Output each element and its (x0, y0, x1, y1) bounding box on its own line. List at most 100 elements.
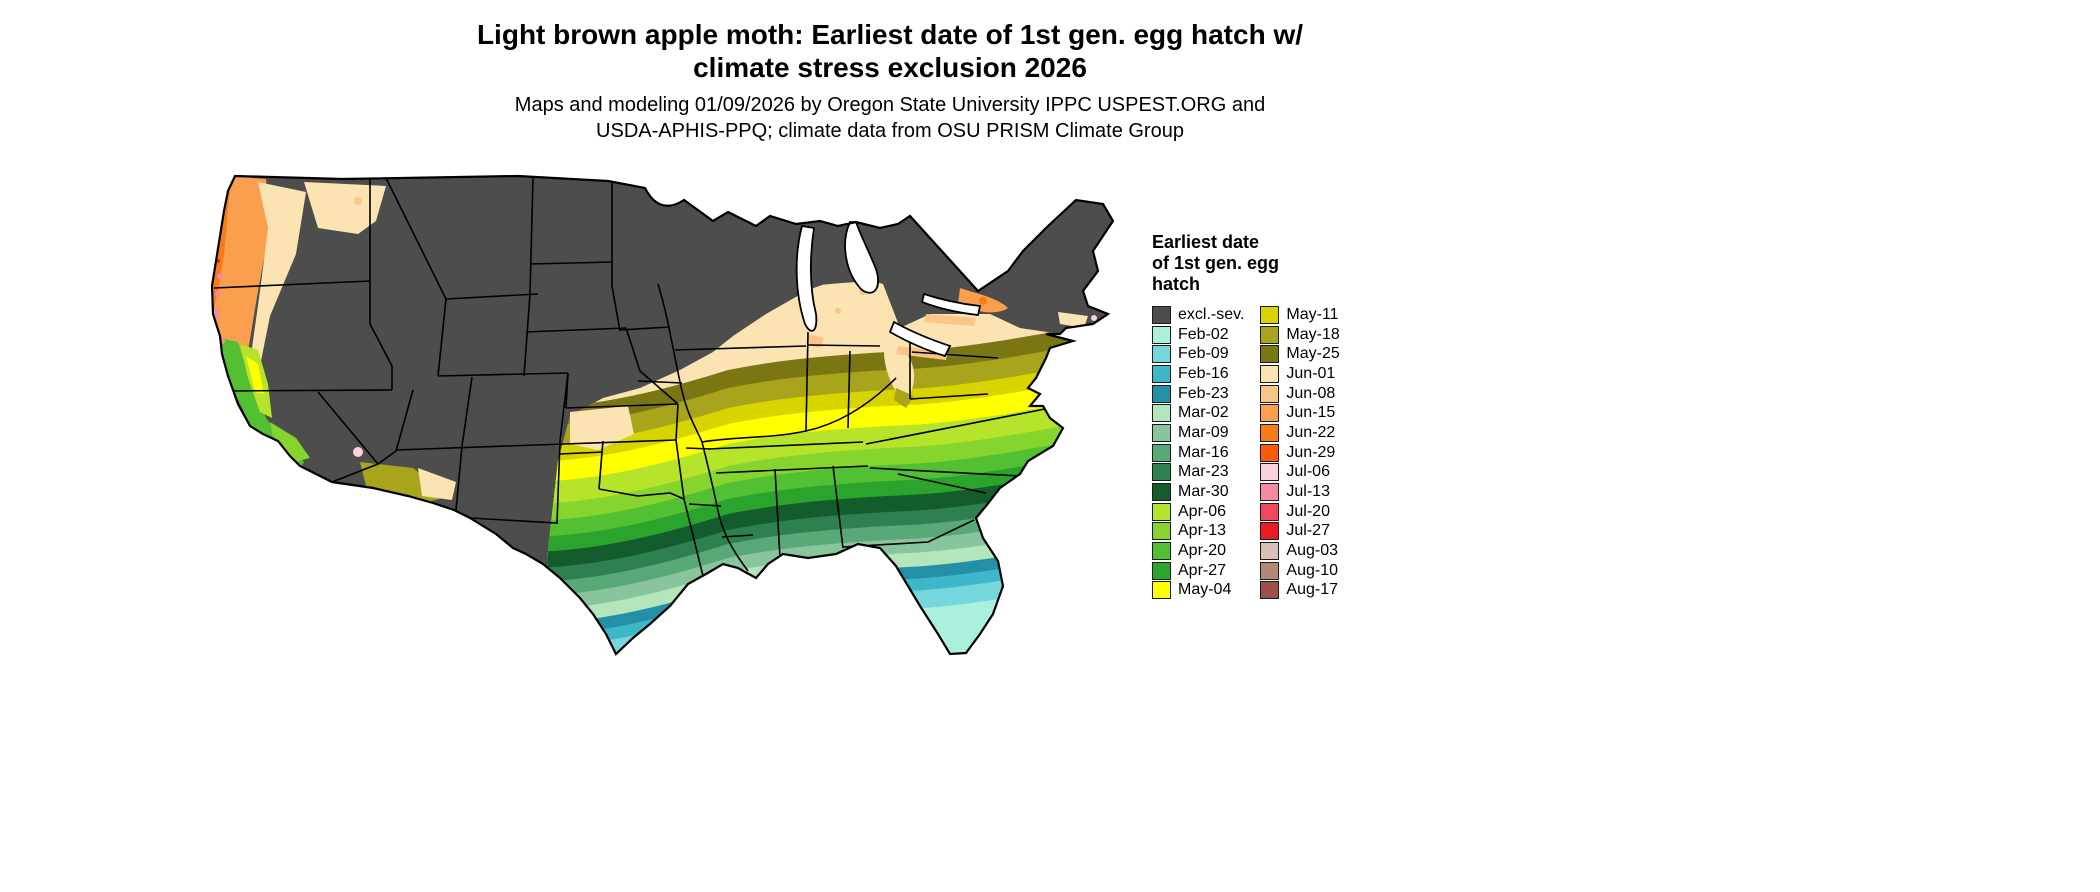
legend-label-apr27: Apr-27 (1178, 561, 1227, 579)
map-legend: Earliest date of 1st gen. egg hatch excl.-… (1152, 232, 1482, 600)
legend-label-mar09: Mar-09 (1178, 423, 1229, 441)
legend-swatch-mar30 (1152, 483, 1171, 502)
state-border (685, 447, 711, 450)
legend-title-line: Earliest date (1152, 232, 1260, 252)
state-border (865, 407, 1051, 445)
legend-label-feb09: Feb-09 (1178, 345, 1229, 363)
state-border (805, 331, 809, 432)
legend-row-aug10: Aug-10 (1260, 561, 1339, 581)
legend-label-apr20: Apr-20 (1178, 542, 1227, 560)
us-outline (210, 174, 1115, 656)
legend-row-feb09: Feb-09 (1152, 344, 1244, 364)
legend-swatch-apr06 (1152, 502, 1171, 521)
map-lake-huron (844, 221, 879, 294)
legend-row-mar09: Mar-09 (1152, 423, 1244, 443)
map-speck-jul13 (217, 273, 223, 279)
state-border (832, 465, 844, 549)
legend-swatch-aug10 (1260, 561, 1280, 580)
map-lake-michigan (795, 224, 818, 332)
legend-swatch-jun22 (1260, 423, 1280, 442)
state-border (559, 451, 604, 455)
legend-row-jul06: Jul-06 (1260, 463, 1339, 483)
legend-label-may25: May-25 (1286, 345, 1340, 363)
legend-swatch-may18 (1260, 325, 1280, 344)
map-feature-wv-olive (894, 388, 914, 408)
legend-row-may11: May-11 (1260, 305, 1339, 325)
state-border (675, 403, 679, 441)
legend-swatch-feb16 (1152, 364, 1171, 383)
legend-title-line: of 1st gen. egg (1152, 253, 1280, 273)
map-feature-pnw-orange (212, 176, 270, 392)
state-border (869, 467, 1021, 477)
state-border (707, 441, 864, 450)
legend-label-may04: May-04 (1178, 581, 1232, 599)
state-border (774, 468, 781, 559)
state-border (657, 283, 749, 572)
legend-swatch-may25 (1260, 345, 1280, 364)
state-border (897, 473, 987, 494)
legend-column-2: May-11 May-18 May-25 Jun-01 Jun-08 Jun-15 Jun-… (1260, 305, 1340, 600)
state-border (619, 326, 671, 331)
legend-title-line: hatch (1152, 274, 1201, 294)
map-speck-jun15 (218, 325, 224, 331)
map-feature-wv-tan (884, 342, 915, 402)
legend-columns: excl.-sev. Feb-02 Feb-09 Feb-16 Feb-23 Mar-02… (1152, 305, 1482, 600)
legend-label-may11: May-11 (1286, 305, 1339, 323)
state-border (437, 372, 569, 377)
legend-row-jun01: Jun-01 (1260, 364, 1339, 384)
legend-swatch-mar23 (1152, 463, 1171, 482)
legend-swatch-jul06 (1260, 463, 1280, 482)
state-border (455, 445, 463, 511)
map-speck-jul06 (353, 447, 363, 457)
legend-label-apr06: Apr-06 (1178, 502, 1227, 520)
state-border (395, 439, 677, 451)
legend-row-jul13: Jul-13 (1260, 482, 1339, 502)
legend-swatch-aug17 (1260, 581, 1280, 600)
legend-swatch-mar09 (1152, 423, 1171, 442)
legend-label-jun01: Jun-01 (1286, 364, 1336, 382)
legend-row-may25: May-25 (1260, 344, 1340, 364)
legend-row-may18: May-18 (1260, 325, 1340, 345)
legend-swatch-jun08 (1260, 384, 1280, 403)
state-border (523, 293, 531, 377)
state-border (611, 178, 621, 332)
legend-swatch-excl (1152, 305, 1171, 324)
state-border (529, 177, 534, 295)
state-border (683, 498, 704, 577)
legend-label-aug10: Aug-10 (1286, 561, 1338, 579)
legend-swatch-aug03 (1260, 542, 1280, 561)
map-feature-ri-tan (1058, 312, 1088, 328)
map-title-line1: Light brown apple moth: Earliest date of… (476, 19, 1304, 50)
state-border (213, 280, 371, 289)
map-speck-jul13 (215, 291, 221, 297)
map-feature-ontario-orange (924, 314, 976, 326)
state-border (385, 177, 447, 300)
legend-row-apr20: Apr-20 (1152, 541, 1244, 561)
state-border (807, 344, 881, 347)
state-border (601, 440, 604, 453)
legend-row-mar30: Mar-30 (1152, 482, 1244, 502)
map-feature-ca-coast-green (216, 338, 304, 469)
state-border (909, 393, 989, 400)
legend-swatch-apr20 (1152, 542, 1171, 561)
legend-label-mar16: Mar-16 (1178, 443, 1229, 461)
legend-row-jun29: Jun-29 (1260, 443, 1339, 463)
state-border (565, 403, 679, 409)
legend-row-feb16: Feb-16 (1152, 364, 1244, 384)
legend-swatch-jul27 (1260, 522, 1280, 541)
legend-row-apr13: Apr-13 (1152, 522, 1244, 542)
map-speck-jun08 (835, 308, 841, 314)
legend-row-jun15: Jun-15 (1260, 403, 1339, 423)
legend-row-apr06: Apr-06 (1152, 502, 1244, 522)
legend-swatch-may04 (1152, 581, 1171, 600)
legend-label-jun29: Jun-29 (1286, 443, 1336, 461)
legend-row-mar02: Mar-02 (1152, 403, 1244, 423)
legend-swatch-apr27 (1152, 561, 1171, 580)
map-subtitle: Maps and modeling 01/09/2026 by Oregon S… (240, 92, 1540, 144)
legend-swatch-jul13 (1260, 483, 1280, 502)
legend-row-apr27: Apr-27 (1152, 561, 1244, 581)
legend-row-aug03: Aug-03 (1260, 541, 1339, 561)
map-title-line2: climate stress exclusion 2026 (693, 52, 1087, 83)
legend-label-jul20: Jul-20 (1286, 502, 1330, 520)
